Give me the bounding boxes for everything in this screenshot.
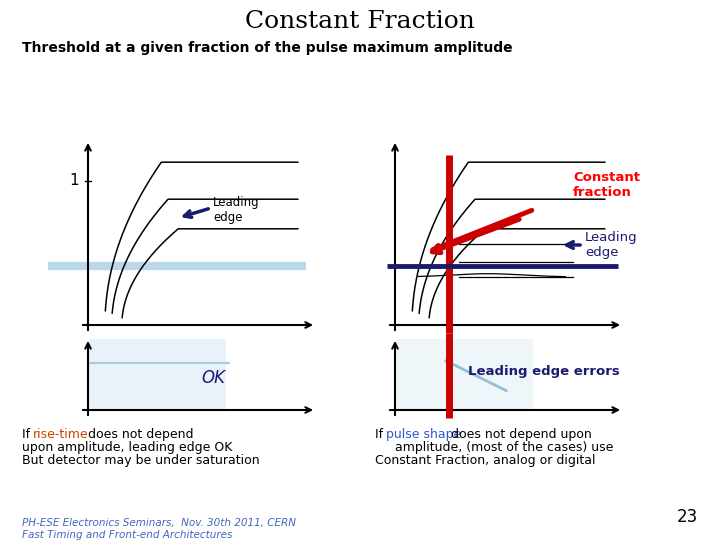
Text: Constant Fraction: Constant Fraction (245, 10, 475, 33)
Text: If: If (22, 428, 34, 441)
Text: But detector may be under saturation: But detector may be under saturation (22, 454, 260, 467)
Text: Threshold at a given fraction of the pulse maximum amplitude: Threshold at a given fraction of the pul… (22, 41, 513, 55)
Text: does not depend upon: does not depend upon (447, 428, 592, 441)
Text: pulse shape: pulse shape (386, 428, 462, 441)
Text: Leading
edge: Leading edge (213, 196, 260, 224)
Text: Constant Fraction, analog or digital: Constant Fraction, analog or digital (375, 454, 595, 467)
Text: rise-time: rise-time (33, 428, 89, 441)
Bar (396, 339, 533, 409)
Text: 23: 23 (677, 508, 698, 526)
Bar (89, 339, 226, 409)
Text: upon amplitude, leading edge OK: upon amplitude, leading edge OK (22, 441, 233, 454)
Text: 1: 1 (69, 173, 78, 188)
Text: amplitude, (most of the cases) use: amplitude, (most of the cases) use (375, 441, 613, 454)
Text: Leading edge errors: Leading edge errors (468, 366, 620, 379)
Text: OK: OK (202, 369, 225, 387)
Text: does not depend: does not depend (84, 428, 194, 441)
Text: Constant
fraction: Constant fraction (573, 171, 640, 199)
Text: If: If (375, 428, 387, 441)
Text: Leading
edge: Leading edge (585, 231, 638, 259)
Text: PH-ESE Electronics Seminars,  Nov. 30th 2011, CERN
Fast Timing and Front-end Arc: PH-ESE Electronics Seminars, Nov. 30th 2… (22, 518, 296, 539)
